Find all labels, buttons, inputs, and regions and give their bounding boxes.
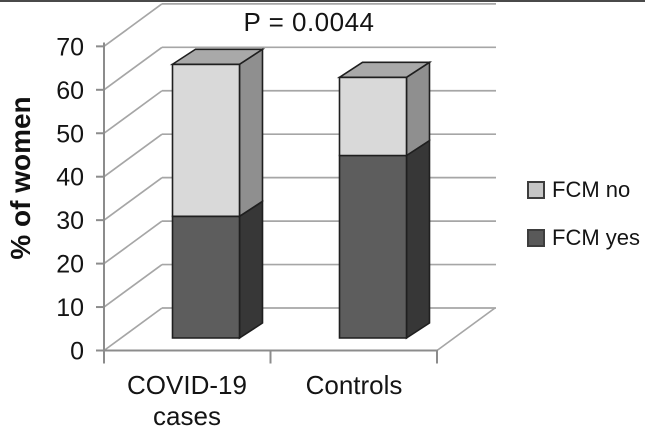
sidewall-gridline [103,133,163,178]
y-tick-label: 20 [56,251,84,279]
y-tick-label: 50 [56,120,84,148]
bar-controls-fcm-no-front [338,76,408,157]
figure-top-border [0,0,645,2]
bar-controls-fcm-yes-front [338,154,408,339]
legend: FCM no FCM yes [527,177,640,273]
y-axis-title: % of women [5,96,36,260]
sidewall-gridline [103,220,163,265]
bar-covid-19-cases-top-face [169,48,266,66]
sidewall-gridline [103,46,163,91]
y-tick-label: 40 [56,164,84,192]
y-tick-label: 60 [56,77,84,105]
bar-controls-fcm-yes-side [405,139,431,340]
bar-controls-fcm-no-side [405,60,431,157]
floor-right-edge [436,307,496,352]
bar-covid-19-cases-fcm-yes-front [171,215,241,339]
x-label-covid-cases-line2: cases [153,401,221,430]
y-tick-label: 30 [56,207,84,235]
fcm-no-label: FCM no [552,177,631,202]
sidewall-gridline [103,3,163,48]
fcm-yes-swatch [527,229,545,247]
fcm-yes-label: FCM yes [552,225,640,250]
legend-item-fcm-no: FCM no [527,177,640,203]
x-label-controls: Controls [305,370,403,400]
y-tick-label: 70 [56,33,84,61]
p-value-annotation: P = 0.0044 [243,7,375,37]
bar-controls-top-face [336,61,433,79]
sidewall-gridline [103,263,163,308]
y-tick-label: 0 [70,338,84,366]
sidewall-gridline [103,90,163,134]
sidewall-gridline [103,307,163,352]
bar-covid-19-cases-fcm-no-side [238,47,264,218]
sidewall-gridline [103,176,163,221]
y-tick-label: 10 [56,294,84,322]
bar-covid-19-cases-fcm-no-front [171,63,241,218]
bar-covid-19-cases-fcm-yes-side [238,199,264,340]
legend-item-fcm-yes: FCM yes [527,225,640,251]
fcm-no-swatch [527,181,545,199]
x-label-covid-cases-line1: COVID-19 [127,370,247,400]
